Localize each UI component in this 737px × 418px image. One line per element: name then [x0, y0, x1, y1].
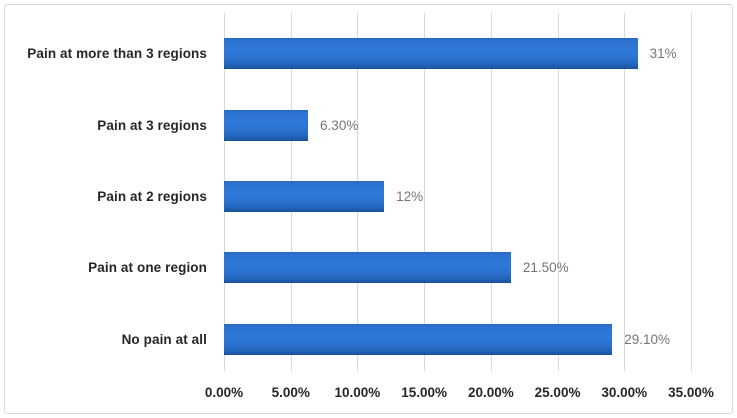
- category-label: No pain at all: [121, 331, 207, 347]
- x-tick-label: 25.00%: [534, 385, 581, 400]
- x-tick-label: 0.00%: [204, 385, 244, 400]
- chart-row: Pain at 3 regions 6.30%: [5, 89, 732, 160]
- chart-row: Pain at 2 regions 12%: [5, 161, 732, 232]
- value-label: 21.50%: [522, 260, 569, 276]
- gridline: [424, 13, 426, 371]
- bar: [224, 38, 638, 70]
- gridline: [490, 13, 492, 371]
- x-tick-label: 10.00%: [334, 385, 381, 400]
- chart-area: Pain at more than 3 regions 31% Pain at 3 …: [4, 4, 733, 414]
- category-label: Pain at 2 regions: [97, 189, 207, 205]
- chart-row: Pain at more than 3 regions 31%: [5, 18, 732, 89]
- bar: [224, 181, 385, 213]
- value-label: 6.30%: [320, 117, 359, 133]
- x-tick-label: 30.00%: [601, 385, 648, 400]
- category-label: Pain at more than 3 regions: [27, 46, 207, 62]
- gridline: [691, 13, 692, 371]
- value-label: 29.10%: [624, 331, 671, 347]
- bar: [224, 109, 309, 141]
- bar-track: 21.50%: [224, 232, 691, 303]
- x-tick-label: 35.00%: [668, 385, 714, 400]
- bar: [224, 323, 613, 355]
- bar-track: 6.30%: [224, 89, 691, 160]
- value-label: 12%: [396, 189, 424, 205]
- value-label: 31%: [649, 46, 677, 62]
- chart-row: Pain at one region 21.50%: [5, 232, 732, 303]
- bar-track: 12%: [224, 161, 691, 232]
- gridline: [557, 13, 559, 371]
- bar-track: 31%: [224, 18, 691, 89]
- x-tick-label: 15.00%: [401, 385, 448, 400]
- plot-rows: Pain at more than 3 regions 31% Pain at 3 …: [5, 18, 732, 375]
- bar-track: 29.10%: [224, 304, 691, 375]
- category-label: Pain at one region: [88, 260, 207, 276]
- chart-row: No pain at all 29.10%: [5, 304, 732, 375]
- x-tick-label: 20.00%: [467, 385, 514, 400]
- x-axis: 0.00% 5.00% 10.00% 15.00% 20.00% 25.00% 30.00%…: [205, 385, 714, 403]
- bar: [224, 252, 511, 284]
- gridline: [624, 13, 626, 371]
- category-label: Pain at 3 regions: [97, 117, 207, 133]
- x-tick-label: 5.00%: [271, 385, 310, 400]
